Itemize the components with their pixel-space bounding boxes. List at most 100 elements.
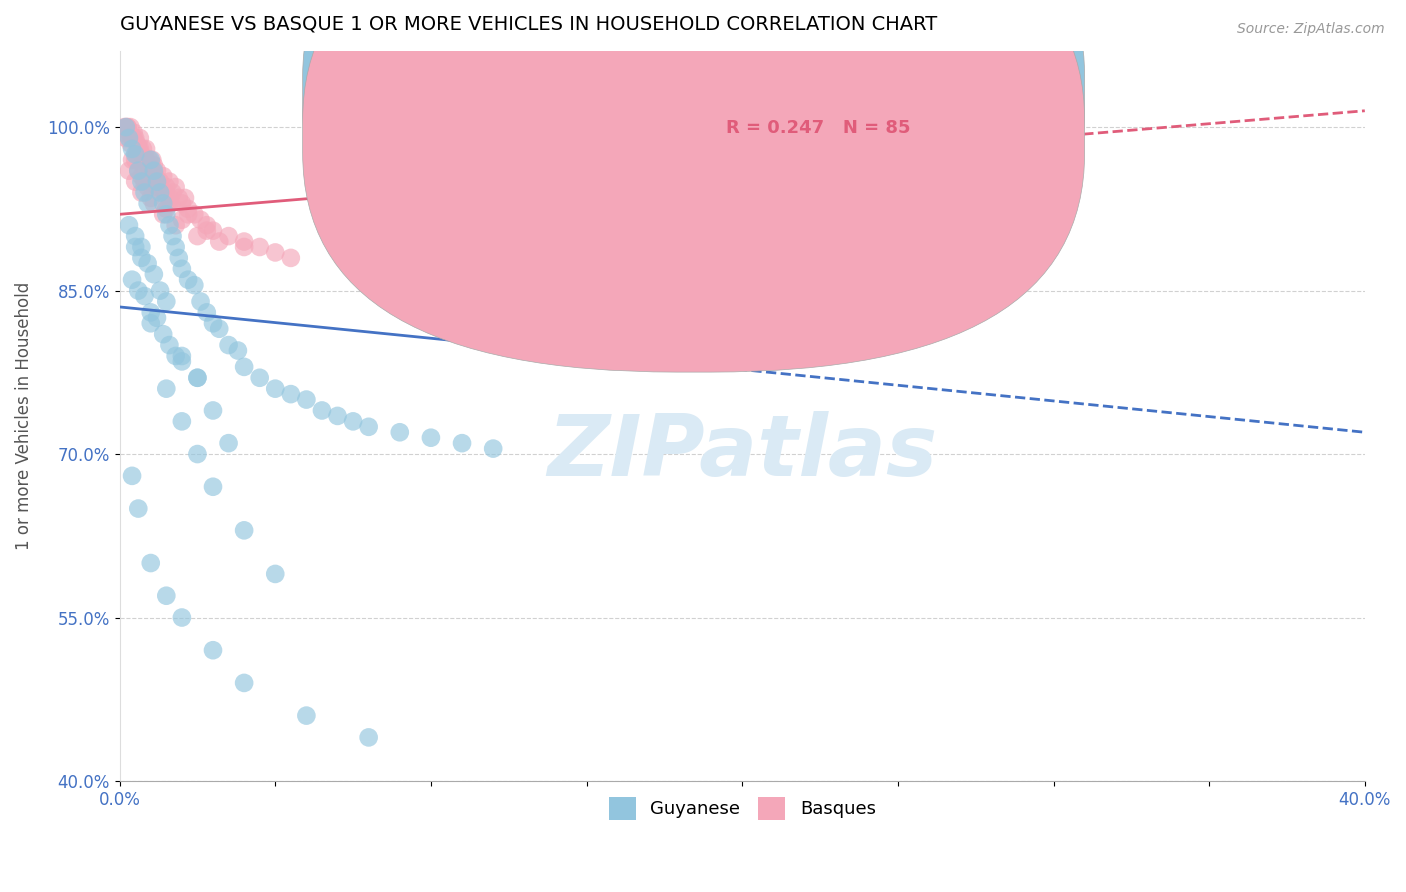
Point: [131, 147, 153, 161]
Point: [167, 251, 190, 265]
Point: [170, 261, 193, 276]
Point: [165, 180, 187, 194]
Point: [139, 169, 162, 183]
Point: [233, 359, 256, 374]
Point: [157, 218, 180, 232]
Text: R = -0.112   N = 79: R = -0.112 N = 79: [725, 73, 918, 91]
Point: [165, 349, 187, 363]
Point: [149, 284, 172, 298]
Point: [157, 191, 180, 205]
Point: [149, 186, 172, 200]
Point: [155, 202, 177, 216]
Point: [124, 153, 146, 167]
Point: [201, 224, 224, 238]
Point: [155, 589, 177, 603]
Point: [145, 169, 167, 183]
Point: [127, 163, 149, 178]
Point: [136, 180, 159, 194]
Point: [190, 294, 212, 309]
Legend: Guyanese, Basques: Guyanese, Basques: [602, 790, 883, 827]
Point: [134, 153, 156, 167]
Point: [127, 142, 149, 156]
Point: [127, 142, 149, 156]
Point: [124, 131, 146, 145]
Point: [170, 196, 193, 211]
Point: [118, 163, 141, 178]
Point: [146, 310, 169, 325]
Point: [120, 136, 142, 151]
Point: [208, 322, 231, 336]
Point: [326, 409, 349, 423]
Point: [127, 163, 149, 178]
Point: [120, 120, 142, 135]
Point: [142, 267, 165, 281]
Point: [157, 338, 180, 352]
Point: [111, 126, 134, 140]
Point: [342, 414, 364, 428]
Point: [127, 284, 149, 298]
Point: [190, 212, 212, 227]
Point: [146, 180, 169, 194]
Point: [170, 610, 193, 624]
Point: [218, 229, 240, 244]
Point: [139, 191, 162, 205]
Point: [125, 136, 148, 151]
Point: [157, 175, 180, 189]
Point: [121, 142, 143, 156]
Y-axis label: 1 or more Vehicles in Household: 1 or more Vehicles in Household: [15, 282, 32, 550]
Point: [117, 120, 139, 135]
Point: [264, 566, 287, 581]
Point: [295, 392, 318, 407]
Text: ZIPatlas: ZIPatlas: [547, 411, 938, 494]
Point: [249, 240, 271, 254]
Point: [131, 240, 153, 254]
Point: [115, 120, 138, 135]
Point: [249, 371, 271, 385]
Point: [311, 403, 333, 417]
Point: [139, 556, 162, 570]
Point: [121, 153, 143, 167]
Point: [167, 191, 190, 205]
Point: [134, 175, 156, 189]
Point: [793, 103, 815, 118]
Point: [218, 436, 240, 450]
Text: GUYANESE VS BASQUE 1 OR MORE VEHICLES IN HOUSEHOLD CORRELATION CHART: GUYANESE VS BASQUE 1 OR MORE VEHICLES IN…: [120, 15, 936, 34]
Point: [295, 708, 318, 723]
Point: [135, 142, 157, 156]
Point: [201, 643, 224, 657]
Point: [135, 153, 157, 167]
Point: [155, 382, 177, 396]
Point: [195, 224, 218, 238]
Point: [121, 273, 143, 287]
Point: [174, 191, 197, 205]
Point: [136, 196, 159, 211]
Point: [134, 186, 156, 200]
Point: [177, 273, 200, 287]
Point: [264, 382, 287, 396]
Point: [134, 289, 156, 303]
FancyBboxPatch shape: [648, 54, 1010, 171]
Point: [357, 256, 380, 270]
Point: [186, 229, 208, 244]
Point: [419, 261, 441, 276]
Point: [131, 186, 153, 200]
Point: [170, 212, 193, 227]
Point: [121, 131, 143, 145]
Point: [121, 131, 143, 145]
Point: [118, 218, 141, 232]
Point: [122, 131, 145, 145]
Point: [124, 175, 146, 189]
Point: [128, 142, 150, 156]
Point: [170, 414, 193, 428]
Point: [419, 431, 441, 445]
Point: [134, 153, 156, 167]
Point: [136, 256, 159, 270]
Point: [183, 207, 205, 221]
FancyBboxPatch shape: [302, 0, 1084, 372]
Point: [170, 354, 193, 368]
Point: [226, 343, 249, 358]
Point: [264, 245, 287, 260]
Point: [233, 676, 256, 690]
Point: [125, 147, 148, 161]
Point: [183, 278, 205, 293]
